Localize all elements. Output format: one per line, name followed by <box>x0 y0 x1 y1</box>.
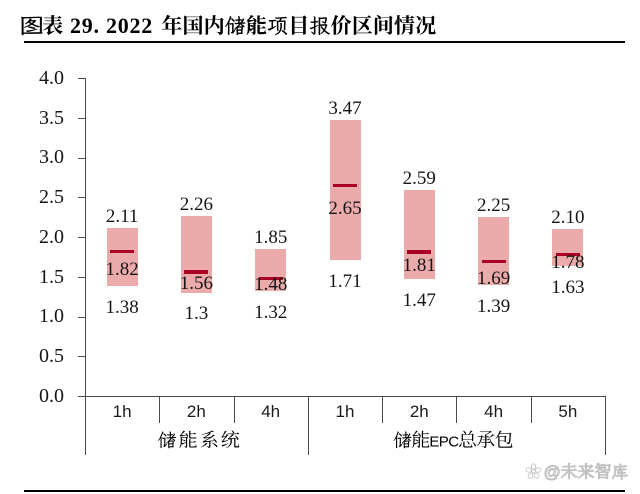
svg-text:29. 2022: 29. 2022 <box>70 13 153 38</box>
svg-text:@: @ <box>544 463 561 482</box>
svg-text:EPC: EPC <box>429 434 459 451</box>
